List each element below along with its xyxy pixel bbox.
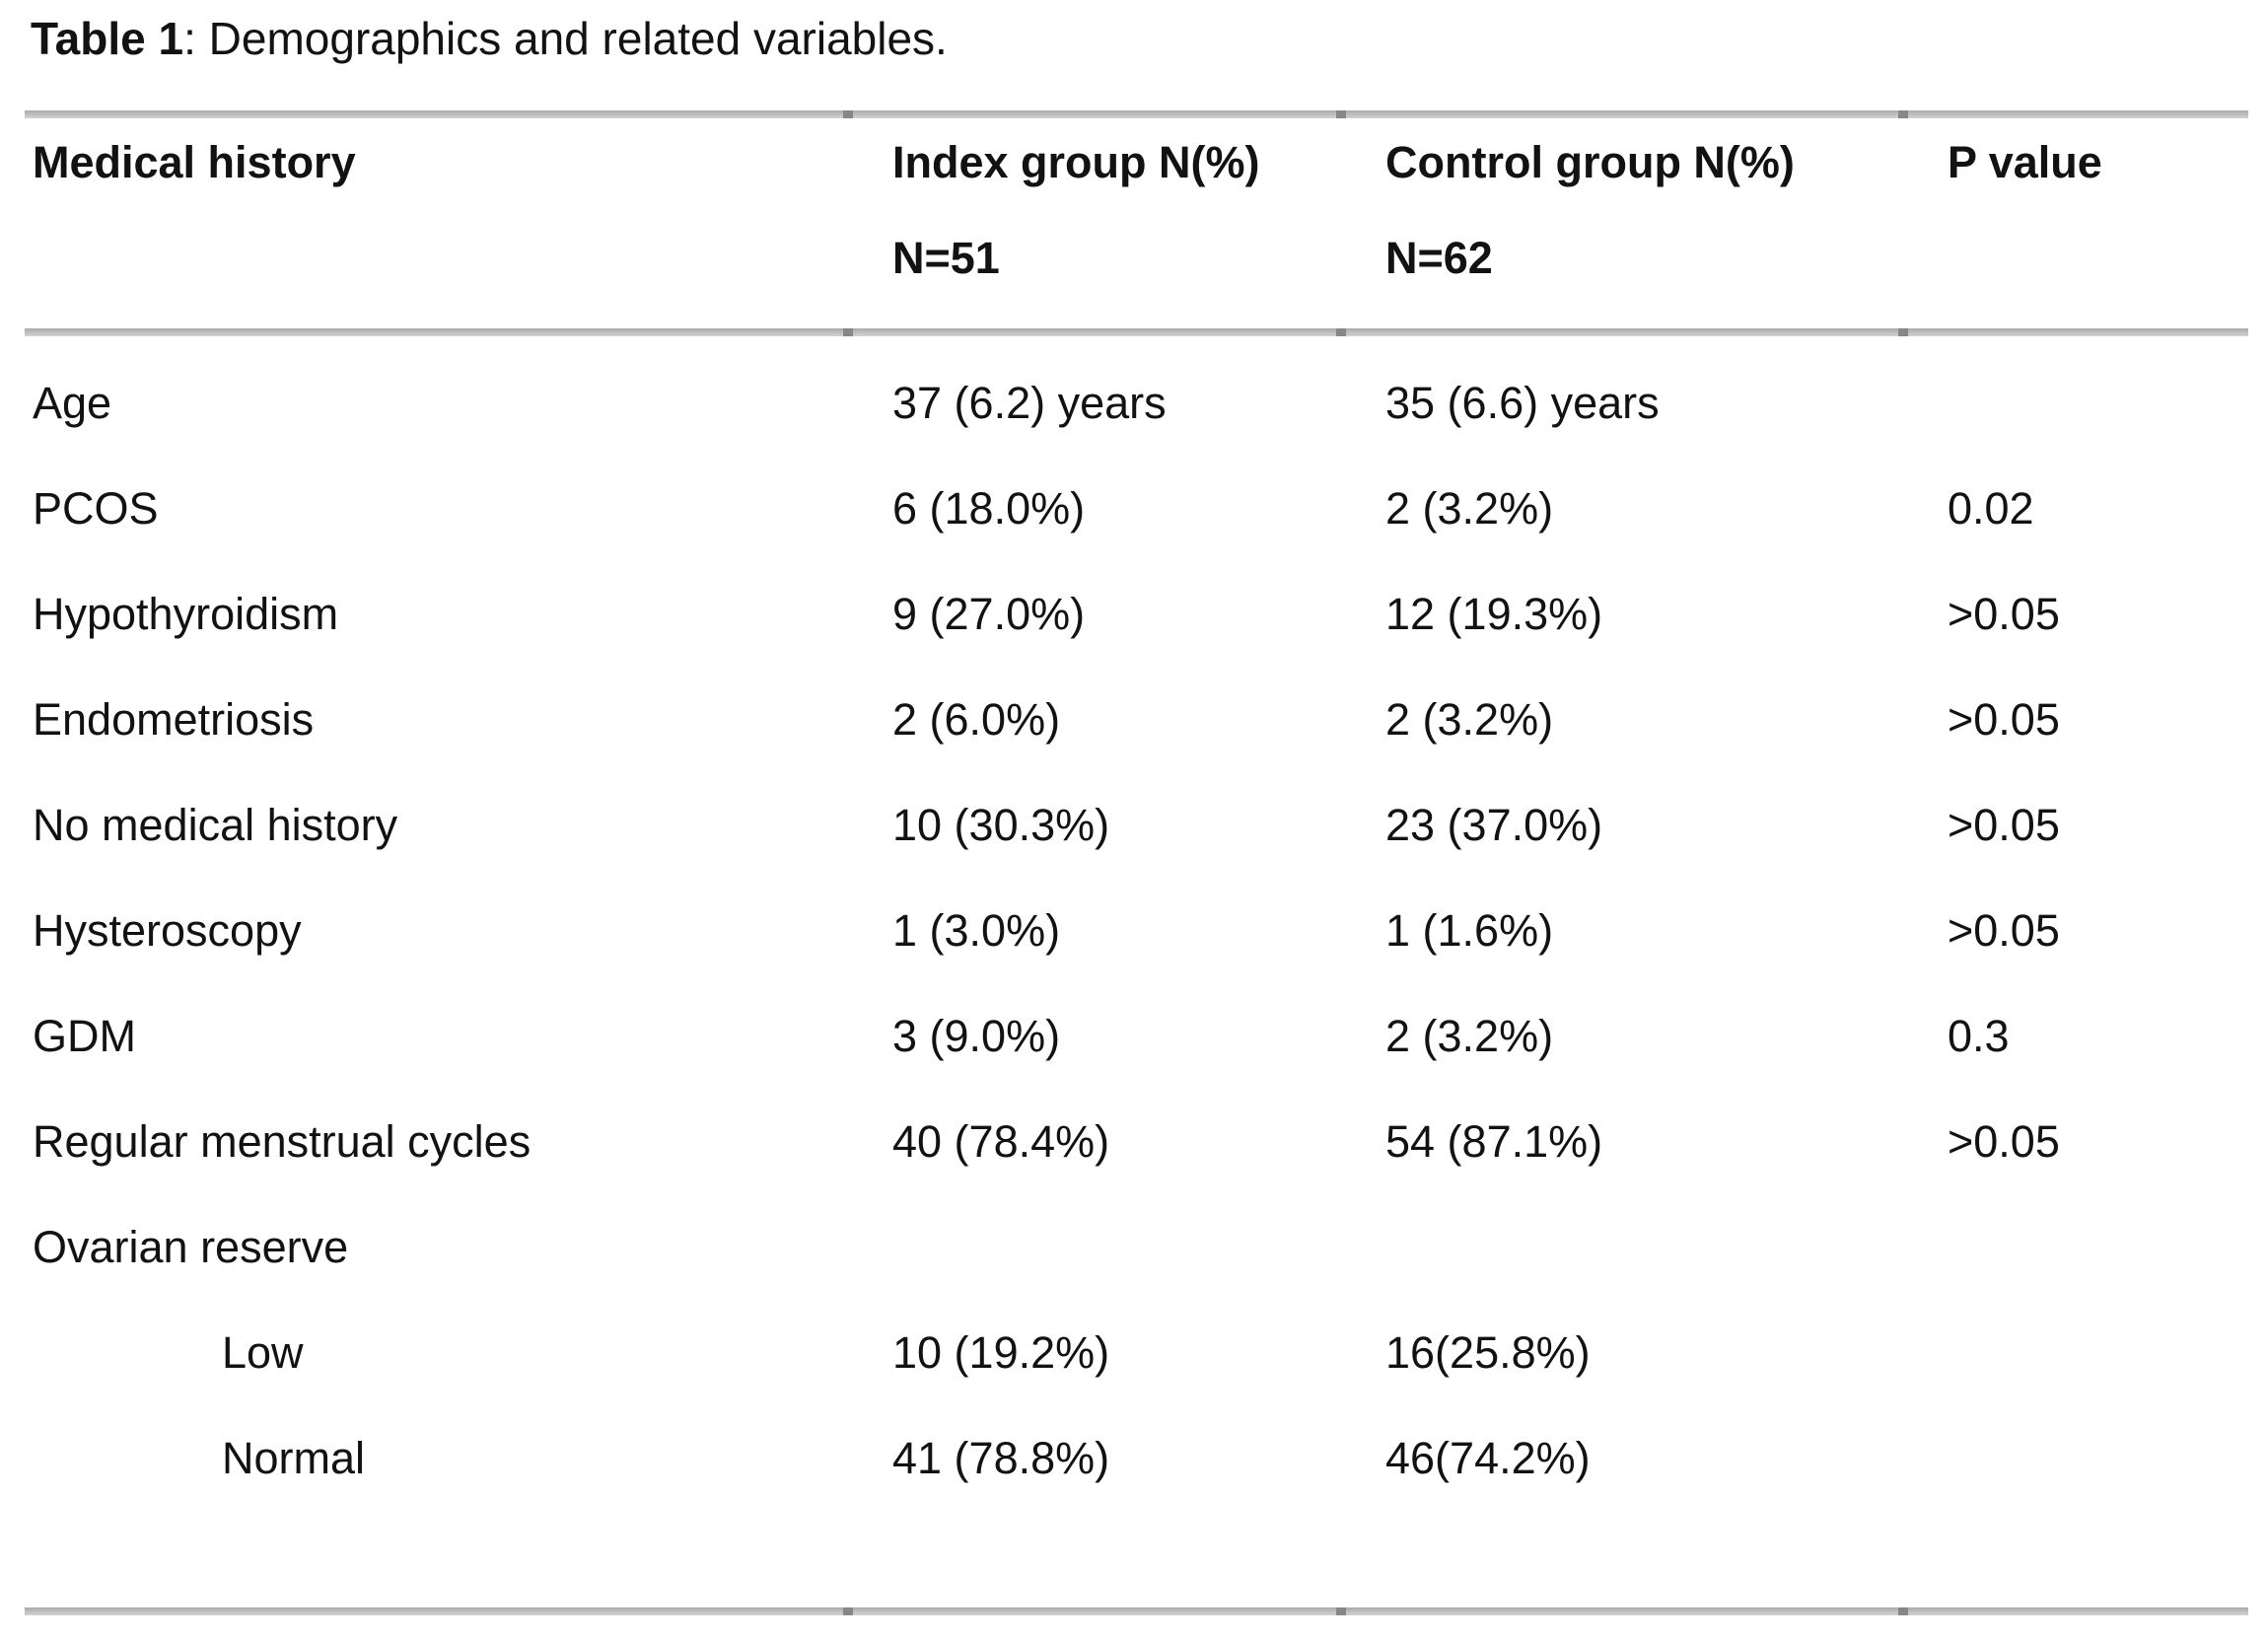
row-label: Regular menstrual cycles: [33, 1115, 532, 1167]
row-label: Hysteroscopy: [33, 904, 302, 956]
column-divider-tick: [1898, 328, 1908, 336]
index-value: [843, 1194, 1336, 1300]
table-caption: Table 1: Demographics and related variab…: [31, 12, 948, 66]
header-index-group: Index group N(%) N=51: [843, 118, 1336, 350]
control-value: 54 (87.1%): [1385, 1115, 1603, 1167]
column-divider-tick: [1336, 328, 1346, 336]
header-p-value: P value: [1948, 137, 2102, 187]
header-separator-rule: [25, 328, 2248, 336]
row-label: PCOS: [33, 482, 159, 534]
table-caption-number: Table 1: [31, 13, 184, 64]
table-row-ovarian-reserve-normal: Normal 41 (78.8%) 46(74.2%): [25, 1405, 2248, 1511]
p-value: 0.3: [1948, 1010, 2010, 1061]
row-label: Ovarian reserve: [33, 1221, 349, 1272]
index-value: 37 (6.2) years: [892, 377, 1167, 428]
column-divider-tick: [843, 1607, 853, 1615]
row-label: Low: [222, 1326, 304, 1378]
header-row: Medical history Index group N(%) N=51 Co…: [25, 118, 2248, 350]
index-value: 3 (9.0%): [892, 1010, 1061, 1061]
table-bottom-rule: [25, 1607, 2248, 1615]
table-row-hysteroscopy: Hysteroscopy 1 (3.0%) 1 (1.6%) >0.05: [25, 878, 2248, 983]
p-value: >0.05: [1948, 588, 2060, 639]
table-row-ovarian-reserve-low: Low 10 (19.2%) 16(25.8%): [25, 1300, 2248, 1405]
table-caption-text: : Demographics and related variables.: [183, 13, 948, 64]
control-value: 2 (3.2%): [1385, 1010, 1554, 1061]
control-value: 2 (3.2%): [1385, 693, 1554, 745]
index-value: 6 (18.0%): [892, 482, 1086, 534]
p-value: [1898, 1300, 2248, 1405]
p-value: >0.05: [1948, 799, 2060, 850]
table-top-rule: [25, 110, 2248, 118]
row-label: Endometriosis: [33, 693, 315, 745]
row-label: GDM: [33, 1010, 136, 1061]
column-divider-tick: [1336, 1607, 1346, 1615]
index-value: 10 (19.2%): [892, 1326, 1110, 1378]
p-value: [1898, 1194, 2248, 1300]
header-medical-history: Medical history: [33, 137, 356, 187]
table-row-ovarian-reserve: Ovarian reserve: [25, 1194, 2248, 1300]
header-control-group: Control group N(%) N=62: [1336, 118, 1898, 350]
control-value: 16(25.8%): [1385, 1326, 1591, 1378]
index-value: 1 (3.0%): [892, 904, 1061, 956]
p-value: >0.05: [1948, 693, 2060, 745]
table-row-pcos: PCOS 6 (18.0%) 2 (3.2%) 0.02: [25, 456, 2248, 561]
column-divider-tick: [1898, 1607, 1908, 1615]
table-row-gdm: GDM 3 (9.0%) 2 (3.2%) 0.3: [25, 983, 2248, 1089]
p-value: >0.05: [1948, 1115, 2060, 1167]
control-value: 1 (1.6%): [1385, 904, 1554, 956]
row-label: Normal: [222, 1432, 366, 1483]
header-index-group-n: N=51: [892, 233, 1000, 283]
table-row-regular-menstrual-cycles: Regular menstrual cycles 40 (78.4%) 54 (…: [25, 1089, 2248, 1194]
table-row-endometriosis: Endometriosis 2 (6.0%) 2 (3.2%) >0.05: [25, 667, 2248, 772]
control-value: [1336, 1194, 1898, 1300]
demographics-table: Medical history Index group N(%) N=51 Co…: [25, 118, 2248, 1511]
control-value: 46(74.2%): [1385, 1432, 1591, 1483]
row-label: Hypothyroidism: [33, 588, 339, 639]
p-value: >0.05: [1948, 904, 2060, 956]
table-row-no-medical-history: No medical history 10 (30.3%) 23 (37.0%)…: [25, 772, 2248, 878]
index-value: 9 (27.0%): [892, 588, 1086, 639]
index-value: 41 (78.8%): [892, 1432, 1110, 1483]
control-value: 12 (19.3%): [1385, 588, 1603, 639]
p-value: [1898, 350, 2248, 456]
header-control-group-n: N=62: [1385, 233, 1493, 283]
table-row-hypothyroidism: Hypothyroidism 9 (27.0%) 12 (19.3%) >0.0…: [25, 561, 2248, 667]
column-divider-tick: [843, 110, 853, 118]
control-value: 23 (37.0%): [1385, 799, 1603, 850]
p-value: [1898, 1405, 2248, 1511]
row-label: No medical history: [33, 799, 398, 850]
table-row-age: Age 37 (6.2) years 35 (6.6) years: [25, 350, 2248, 456]
column-divider-tick: [1898, 110, 1908, 118]
column-divider-tick: [1336, 110, 1346, 118]
control-value: 2 (3.2%): [1385, 482, 1554, 534]
p-value: 0.02: [1948, 482, 2034, 534]
control-value: 35 (6.6) years: [1385, 377, 1660, 428]
index-value: 10 (30.3%): [892, 799, 1110, 850]
row-label: Age: [33, 377, 112, 428]
column-divider-tick: [843, 328, 853, 336]
index-value: 2 (6.0%): [892, 693, 1061, 745]
index-value: 40 (78.4%): [892, 1115, 1110, 1167]
